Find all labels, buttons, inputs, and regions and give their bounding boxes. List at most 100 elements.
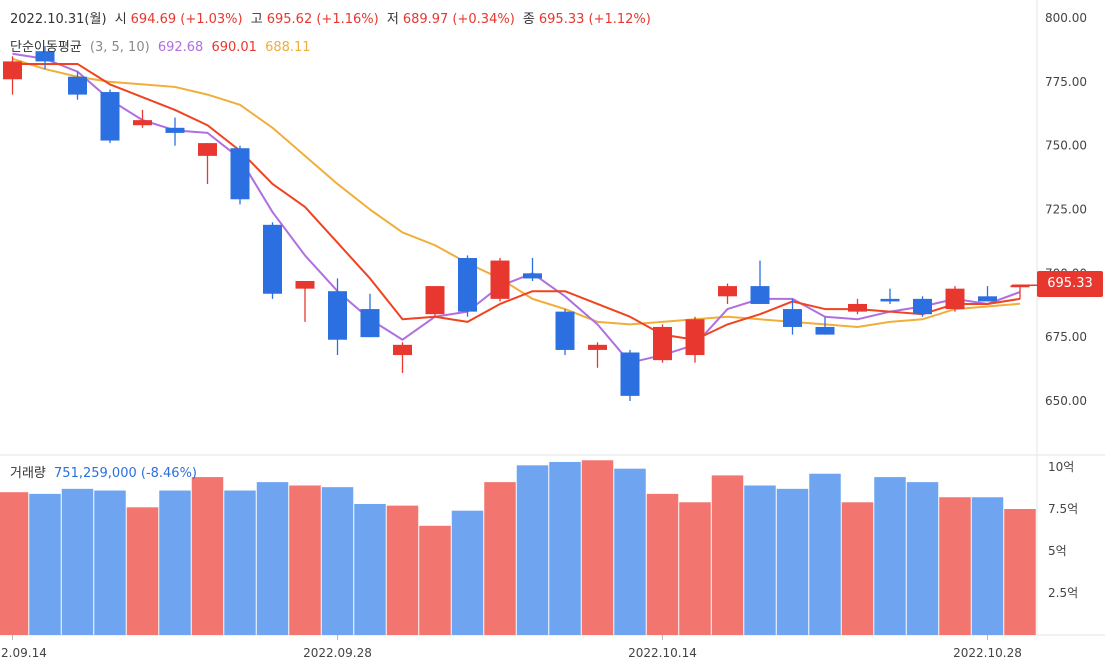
candle-body — [100, 92, 120, 141]
candle-body — [35, 51, 55, 62]
candle-body — [3, 61, 22, 80]
x-tick-label: 2022.10.14 — [628, 646, 697, 660]
ma10-value: 688.11 — [265, 40, 311, 55]
candle-body — [783, 309, 802, 327]
volume-bar — [419, 525, 451, 635]
open-value: 694.69 (+1.03%) — [130, 12, 243, 27]
volume-bar — [906, 482, 939, 635]
price-tick-label: 725.00 — [1045, 203, 1087, 217]
volume-bar — [711, 475, 744, 635]
volume-bar — [289, 485, 321, 635]
volume-bar — [1004, 509, 1036, 635]
candle-body — [815, 326, 835, 335]
candle-body — [620, 352, 640, 396]
volume-label: 거래량 — [10, 466, 46, 481]
volume-bar — [159, 490, 191, 635]
candle-body — [263, 224, 282, 294]
volume-bar — [646, 493, 679, 635]
volume-bar — [191, 477, 224, 635]
volume-bar — [451, 510, 484, 635]
volume-bar — [29, 493, 61, 635]
price-tick-label: 800.00 — [1045, 11, 1087, 25]
volume-tick-label: 10억 — [1048, 460, 1074, 474]
candle-body — [68, 76, 87, 95]
ohlc-header: 2022.10.31(월) 시 694.69 (+1.03%) 고 695.62 (… — [10, 8, 655, 27]
volume-bar — [614, 468, 646, 635]
candle-body — [133, 120, 152, 126]
volume-bar — [386, 505, 419, 635]
ma-legend-label: 단순이동평균 — [10, 40, 82, 55]
candle-body — [848, 303, 867, 312]
candle-body — [978, 296, 997, 302]
header-date: 2022.10.31(월) — [10, 12, 107, 27]
candle-body — [328, 291, 347, 340]
ma3-value: 692.68 — [157, 40, 204, 55]
x-tick-label: 2022.09.14 — [0, 646, 47, 660]
volume-bar — [874, 477, 906, 635]
price-tick-label: 775.00 — [1045, 75, 1087, 89]
volume-bar — [581, 460, 614, 635]
high-value: 695.62 (+1.16%) — [266, 12, 379, 27]
volume-value: 751,259,000 (-8.46%) — [54, 466, 197, 481]
candle-body — [718, 286, 737, 297]
candle-body — [685, 319, 705, 356]
volume-bar — [61, 488, 94, 635]
volume-bar — [354, 503, 386, 635]
volume-bar — [126, 507, 159, 635]
x-tick-label: 2022.09.28 — [303, 646, 372, 660]
volume-tick-label: 5억 — [1048, 544, 1067, 558]
candle-body — [295, 280, 315, 289]
ma3-line — [12, 52, 1021, 364]
volume-bar — [484, 482, 516, 635]
volume-bar — [841, 502, 874, 635]
volume-bar — [939, 497, 971, 635]
candle-body — [165, 127, 185, 133]
ma5-value: 690.01 — [211, 40, 257, 55]
volume-legend: 거래량 751,259,000 (-8.46%) — [10, 462, 201, 481]
price-tick-label: 750.00 — [1045, 139, 1087, 153]
candle-body — [653, 326, 672, 361]
candle-body — [555, 311, 575, 350]
candle-body — [393, 344, 412, 356]
ma5-line — [12, 62, 1021, 341]
ma-legend: 단순이동평균 (3, 5, 10) 692.68 690.01 688.11 — [10, 36, 315, 55]
candle-body — [588, 344, 607, 350]
candle-body — [750, 286, 770, 304]
volume-bar — [516, 465, 549, 635]
candle-body — [490, 260, 510, 299]
volume-bar — [224, 490, 256, 635]
candle-body — [458, 258, 477, 312]
volume-bar — [776, 488, 809, 635]
volume-bar — [809, 473, 841, 635]
volume-bar — [321, 487, 354, 635]
close-value: 695.33 (+1.12%) — [538, 12, 651, 27]
volume-bar — [549, 461, 581, 635]
volume-bar — [679, 502, 711, 635]
open-label: 시 — [114, 12, 127, 27]
low-value: 689.97 (+0.34%) — [402, 12, 515, 27]
volume-bar — [256, 482, 289, 635]
candle-body — [945, 288, 965, 310]
volume-tick-label: 7.5억 — [1048, 502, 1078, 516]
candle-body — [230, 148, 250, 200]
candle-body — [913, 298, 932, 315]
candle-body — [880, 298, 900, 302]
close-label: 종 — [522, 12, 535, 27]
candle-body — [425, 286, 445, 315]
current-price-tag: 695.33 — [1037, 271, 1103, 297]
high-label: 고 — [250, 12, 263, 27]
low-label: 저 — [386, 12, 399, 27]
x-tick-label: 2022.10.28 — [953, 646, 1022, 660]
volume-bar — [94, 490, 126, 635]
volume-bar — [971, 497, 1004, 635]
candle-body — [1010, 285, 1030, 288]
volume-tick-label: 2.5억 — [1048, 586, 1078, 600]
candle-body — [198, 143, 217, 156]
ma10-line — [12, 57, 1021, 328]
candle-body — [360, 309, 380, 338]
candle-body — [523, 273, 542, 279]
ma-legend-params: (3, 5, 10) — [89, 40, 150, 55]
price-tick-label: 650.00 — [1045, 394, 1087, 408]
price-tick-label: 675.00 — [1045, 330, 1087, 344]
